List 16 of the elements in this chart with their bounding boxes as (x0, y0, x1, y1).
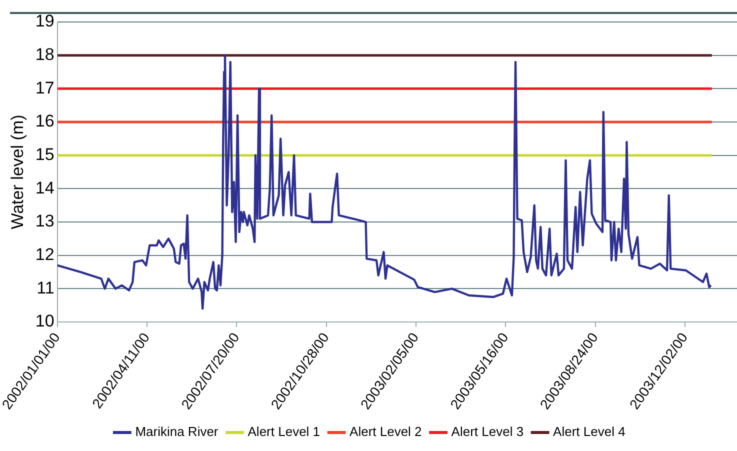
y-axis-title: Water level (m) (8, 114, 27, 230)
y-tick-label: 12 (35, 245, 54, 264)
legend-label: Alert Level 3 (451, 424, 524, 440)
y-tick-label: 17 (35, 78, 54, 98)
y-tick-label: 11 (36, 278, 54, 298)
legend-label: Alert Level 1 (248, 424, 320, 440)
legend-label: Alert Level 2 (350, 424, 422, 440)
legend-label: Alert Level 4 (553, 424, 626, 440)
y-tick-label: 19 (35, 12, 54, 31)
y-tick-label: 10 (35, 312, 54, 331)
legend-label: Marikina River (135, 424, 219, 440)
y-tick-label: 14 (35, 178, 54, 198)
y-tick-label: 13 (35, 212, 54, 231)
y-tick-label: 18 (35, 45, 54, 64)
y-tick-label: 15 (35, 145, 54, 164)
y-tick-label: 16 (35, 112, 54, 131)
